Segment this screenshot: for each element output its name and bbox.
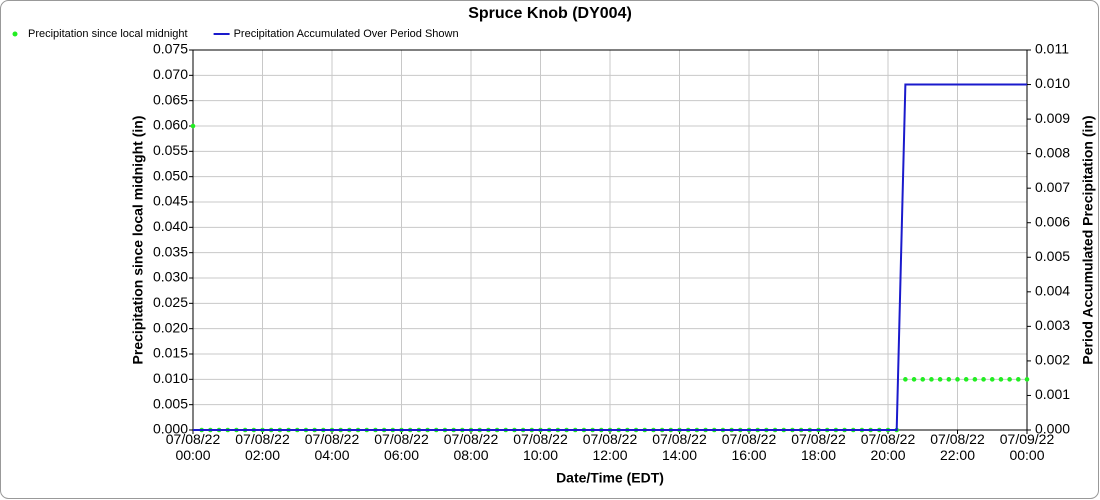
x-tick-label-line: 07/08/22 (722, 431, 777, 447)
y-tick-label: 0.075 (153, 41, 188, 57)
data-point (911, 377, 917, 382)
x-tick-label-line: 07/08/22 (374, 431, 429, 447)
x-tick-label-line: 00:00 (1009, 447, 1044, 463)
y2-tick-label: 0.004 (1035, 283, 1070, 299)
x-tick-label: 07/08/22 18:00 (791, 431, 846, 463)
x-tick-label-line: 08:00 (453, 447, 488, 463)
data-point (1007, 377, 1012, 382)
x-tick-label: 07/08/22 16:00 (722, 431, 777, 463)
x-tick-label: 07/08/22 14:00 (652, 431, 707, 463)
x-tick-label-line: 07/08/22 (652, 431, 707, 447)
y2-tick-label: 0.000 (1035, 421, 1070, 437)
y-tick-label: 0.045 (153, 193, 188, 209)
x-tick-label: 07/08/22 02:00 (235, 431, 290, 463)
y2-tick-label: 0.003 (1035, 317, 1070, 333)
data-point (190, 123, 196, 129)
x-tick-label-line: 07/08/22 (513, 431, 568, 447)
data-point (981, 377, 986, 382)
y-tick-label: 0.065 (153, 91, 188, 107)
y-tick-label: 0.005 (153, 395, 188, 411)
x-tick-label-line: 12:00 (592, 447, 627, 463)
x-tick-label-line: 07/08/22 (235, 431, 290, 447)
x-tick-label-line: 00:00 (175, 447, 210, 463)
y2-tick-label: 0.005 (1035, 248, 1070, 264)
data-line (193, 83, 1027, 431)
y-axis-title: Precipitation since local midnight (in) (130, 116, 146, 365)
x-tick-label-line: 07/08/22 (305, 431, 360, 447)
y2-tick-label: 0.001 (1035, 386, 1070, 402)
x-tick-label: 07/08/22 00:00 (166, 431, 221, 463)
data-point (955, 377, 960, 382)
x-axis-title: Date/Time (EDT) (556, 470, 664, 486)
legend-label: Precipitation since local midnight (28, 28, 188, 40)
data-point (963, 377, 969, 382)
x-tick-label-line: 10:00 (523, 447, 558, 463)
x-tick-label-line: 06:00 (384, 447, 419, 463)
x-tick-label-line: 07/08/22 (583, 431, 638, 447)
y2-tick-label: 0.006 (1035, 213, 1070, 229)
y2-tick-label: 0.007 (1035, 179, 1070, 195)
y-tick-label: 0.055 (153, 142, 188, 158)
x-tick-label-line: 16:00 (731, 447, 766, 463)
x-tick-label-line: 20:00 (870, 447, 905, 463)
x-tick-label: 07/08/22 06:00 (374, 431, 429, 463)
y2-tick-label: 0.010 (1035, 75, 1070, 91)
x-tick-label-line: 18:00 (801, 447, 836, 463)
x-tick-label-line: 07/08/22 (861, 431, 916, 447)
x-tick-label-line: 04:00 (314, 447, 349, 463)
y-tick-label: 0.010 (153, 370, 188, 386)
y-tick-label: 0.020 (153, 319, 188, 335)
data-point (929, 377, 934, 382)
x-tick-label-line: 02:00 (245, 447, 280, 463)
x-tick-label: 07/08/22 22:00 (930, 431, 985, 463)
y-tick-label: 0.035 (153, 243, 188, 259)
x-tick-label: 07/08/22 12:00 (583, 431, 638, 463)
data-point (1024, 377, 1030, 382)
y-tick-label: 0.040 (153, 218, 188, 234)
y2-tick-label: 0.002 (1035, 352, 1070, 368)
x-tick-label: 07/08/22 08:00 (444, 431, 499, 463)
x-tick-label: 07/09/22 00:00 (1000, 431, 1055, 463)
data-point (937, 377, 943, 382)
legend-label: Precipitation Accumulated Over Period Sh… (234, 28, 459, 40)
y-tick-label: 0.070 (153, 66, 188, 82)
y2-axis-title: Period Accumulated Precipitation (in) (1080, 115, 1096, 364)
x-tick-label: 07/08/22 20:00 (861, 431, 916, 463)
data-point (903, 377, 908, 382)
data-point (946, 377, 952, 382)
data-point (920, 377, 926, 382)
x-tick-label-line: 07/09/22 (1000, 431, 1055, 447)
x-tick-label-line: 22:00 (940, 447, 975, 463)
y-tick-label: 0.000 (153, 421, 188, 437)
x-tick-label-line: 14:00 (662, 447, 697, 463)
x-tick-label: 07/08/22 04:00 (305, 431, 360, 463)
y-tick-label: 0.050 (153, 167, 188, 183)
y-tick-label: 0.025 (153, 294, 188, 310)
legend-marker (12, 31, 18, 37)
chart-title: Spruce Knob (DY004) (468, 5, 632, 22)
x-tick-label-line: 07/08/22 (930, 431, 985, 447)
data-point (989, 377, 995, 382)
x-tick-label: 07/08/22 10:00 (513, 431, 568, 463)
y2-tick-label: 0.009 (1035, 110, 1070, 126)
y2-tick-label: 0.008 (1035, 144, 1070, 160)
x-tick-label-line: 07/08/22 (166, 431, 221, 447)
y2-tick-label: 0.011 (1035, 41, 1069, 57)
y-tick-label: 0.030 (153, 269, 188, 285)
x-tick-label-line: 07/08/22 (444, 431, 499, 447)
y-tick-label: 0.015 (153, 345, 188, 361)
data-point (972, 377, 978, 382)
data-point (1016, 377, 1021, 382)
x-tick-label-line: 07/08/22 (791, 431, 846, 447)
y-tick-label: 0.060 (153, 117, 188, 133)
data-point (998, 377, 1004, 382)
